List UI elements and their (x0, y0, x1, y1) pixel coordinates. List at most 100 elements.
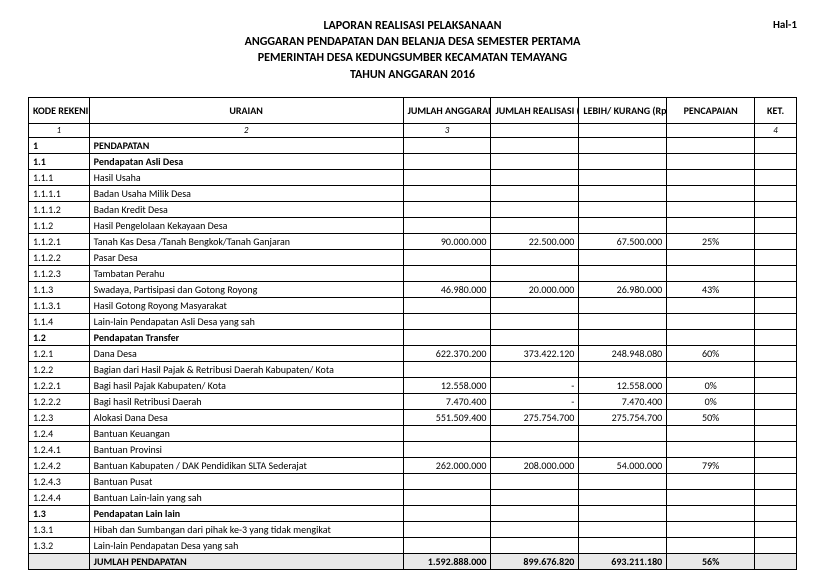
cell-kode: 1.2.3 (29, 409, 90, 425)
cell-uraian: Lain-lain Pendapatan Desa yang sah (89, 537, 403, 553)
cell-kode (29, 553, 90, 569)
cell-lebih: 54.000.000 (579, 457, 667, 473)
cell-lebih (579, 249, 667, 265)
cell-lebih (579, 297, 667, 313)
colnum (667, 123, 755, 137)
table-row: 1.2.2.1Bagi hasil Pajak Kabupaten/ Kota1… (29, 377, 797, 393)
cell-kode: 1.3.2 (29, 537, 90, 553)
cell-realisasi (491, 521, 579, 537)
cell-anggaran (403, 489, 491, 505)
cell-ket (755, 281, 797, 297)
cell-realisasi: - (491, 377, 579, 393)
cell-lebih (579, 505, 667, 521)
cell-uraian: Bagi hasil Pajak Kabupaten/ Kota (89, 377, 403, 393)
cell-realisasi (491, 425, 579, 441)
cell-lebih (579, 137, 667, 153)
cell-pencapaian (667, 249, 755, 265)
col-pencapaian: PENCAPAIAN (667, 97, 755, 123)
table-row: 1.1.4Lain-lain Pendapatan Asli Desa yang… (29, 313, 797, 329)
cell-lebih (579, 265, 667, 281)
cell-pencapaian: 56% (667, 553, 755, 569)
cell-pencapaian (667, 201, 755, 217)
table-row: 1PENDAPATAN (29, 137, 797, 153)
table-row: 1.1.1.2Badan Kredit Desa (29, 201, 797, 217)
cell-lebih: 12.558.000 (579, 377, 667, 393)
colnum: 4 (755, 123, 797, 137)
cell-pencapaian: 0% (667, 377, 755, 393)
cell-uraian: Badan Kredit Desa (89, 201, 403, 217)
cell-ket (755, 393, 797, 409)
cell-realisasi (491, 489, 579, 505)
cell-lebih (579, 361, 667, 377)
cell-ket (755, 201, 797, 217)
cell-pencapaian (667, 441, 755, 457)
cell-realisasi (491, 217, 579, 233)
cell-pencapaian (667, 137, 755, 153)
cell-kode: 1.3.1 (29, 521, 90, 537)
cell-kode: 1.1.3.1 (29, 297, 90, 313)
cell-uraian: Pasar Desa (89, 249, 403, 265)
cell-ket (755, 345, 797, 361)
col-lebih: LEBIH/ KURANG (Rp.) (579, 97, 667, 123)
cell-ket (755, 185, 797, 201)
cell-lebih (579, 489, 667, 505)
cell-anggaran (403, 265, 491, 281)
cell-kode: 1.1 (29, 153, 90, 169)
cell-pencapaian (667, 505, 755, 521)
cell-kode: 1.2.4.1 (29, 441, 90, 457)
cell-kode: 1.2.2 (29, 361, 90, 377)
cell-anggaran: 551.509.400 (403, 409, 491, 425)
cell-pencapaian: 50% (667, 409, 755, 425)
cell-anggaran (403, 361, 491, 377)
cell-pencapaian (667, 153, 755, 169)
table-row: 1.1Pendapatan Asli Desa (29, 153, 797, 169)
cell-uraian: Bantuan Kabupaten / DAK Pendidikan SLTA … (89, 457, 403, 473)
cell-uraian: Bantuan Lain-lain yang sah (89, 489, 403, 505)
cell-ket (755, 297, 797, 313)
cell-anggaran (403, 217, 491, 233)
cell-lebih (579, 313, 667, 329)
cell-uraian: Pendapatan Transfer (89, 329, 403, 345)
cell-kode: 1.1.2.3 (29, 265, 90, 281)
cell-ket (755, 153, 797, 169)
cell-pencapaian (667, 313, 755, 329)
cell-kode: 1.2.4 (29, 425, 90, 441)
cell-realisasi: 22.500.000 (491, 233, 579, 249)
cell-lebih: 67.500.000 (579, 233, 667, 249)
cell-pencapaian (667, 265, 755, 281)
cell-uraian: Dana Desa (89, 345, 403, 361)
cell-ket (755, 505, 797, 521)
cell-anggaran (403, 201, 491, 217)
cell-kode: 1 (29, 137, 90, 153)
cell-uraian: Bagi hasil Retribusi Daerah (89, 393, 403, 409)
cell-lebih (579, 329, 667, 345)
cell-realisasi (491, 329, 579, 345)
table-row: 1.2.4.3Bantuan Pusat (29, 473, 797, 489)
cell-uraian: JUMLAH PENDAPATAN (89, 553, 403, 569)
cell-lebih: 7.470.400 (579, 393, 667, 409)
cell-ket (755, 137, 797, 153)
cell-realisasi (491, 473, 579, 489)
cell-realisasi (491, 537, 579, 553)
cell-uraian: Bantuan Keuangan (89, 425, 403, 441)
cell-pencapaian (667, 361, 755, 377)
cell-kode: 1.2.2.2 (29, 393, 90, 409)
title-line-4: TAHUN ANGGARAN 2016 (28, 67, 797, 83)
cell-realisasi (491, 185, 579, 201)
cell-realisasi: 208.000.000 (491, 457, 579, 473)
cell-uraian: Pendapatan Lain lain (89, 505, 403, 521)
cell-uraian: Badan Usaha Milik Desa (89, 185, 403, 201)
cell-pencapaian: 79% (667, 457, 755, 473)
cell-lebih (579, 153, 667, 169)
table-row: 1.2.4Bantuan Keuangan (29, 425, 797, 441)
cell-realisasi (491, 313, 579, 329)
cell-anggaran (403, 249, 491, 265)
cell-ket (755, 537, 797, 553)
cell-ket (755, 553, 797, 569)
col-uraian: URAIAN (89, 97, 403, 123)
table-row: 1.1.2.3Tambatan Perahu (29, 265, 797, 281)
cell-realisasi (491, 153, 579, 169)
cell-ket (755, 217, 797, 233)
cell-ket (755, 377, 797, 393)
cell-anggaran (403, 441, 491, 457)
